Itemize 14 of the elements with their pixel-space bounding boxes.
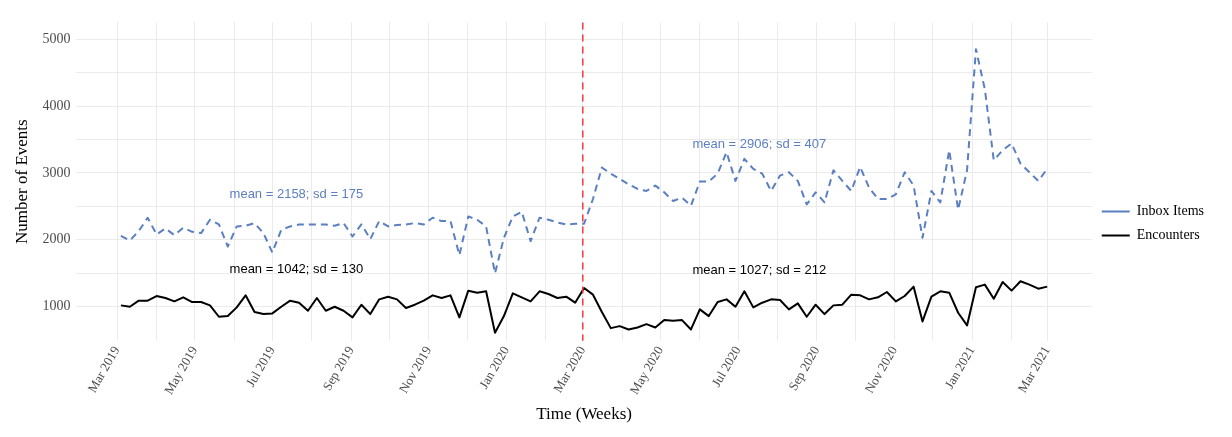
y-tick-label: 2000 (42, 231, 71, 247)
y-tick-label: 1000 (42, 298, 71, 314)
legend-label: Inbox Items (1136, 203, 1204, 219)
legend-label: Encounters (1136, 227, 1200, 243)
annotation: mean = 1027; sd = 212 (692, 261, 827, 277)
line-series (119, 48, 1049, 275)
y-tick-label: 3000 (42, 164, 71, 180)
annotation: mean = 2158; sd = 175 (229, 186, 364, 202)
y-axis-title: Number of Events (11, 119, 31, 244)
annotation: mean = 1042; sd = 130 (229, 261, 364, 277)
x-axis-title: Time (Weeks) (536, 404, 632, 424)
y-tick-label: 5000 (42, 30, 71, 46)
annotation: mean = 2906; sd = 407 (692, 136, 827, 152)
y-tick-label: 4000 (42, 97, 71, 113)
